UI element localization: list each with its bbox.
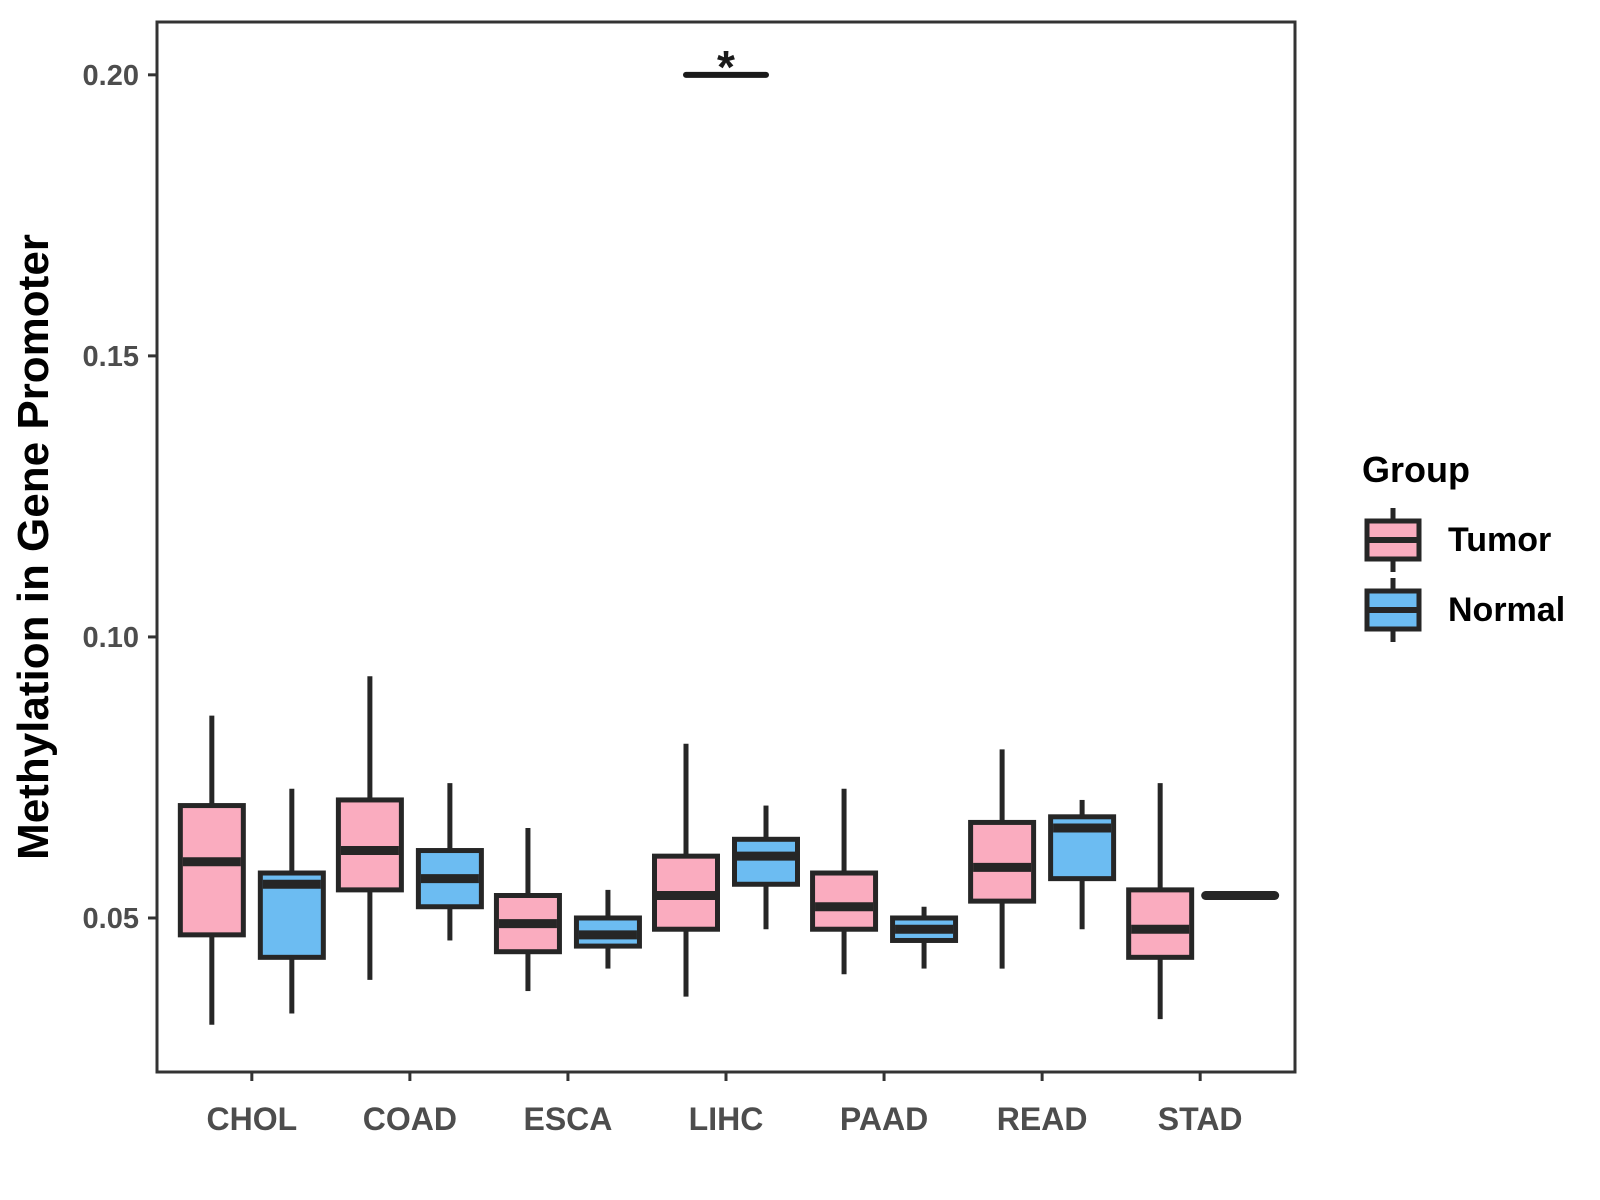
legend-key-tumor-boxplot-icon xyxy=(1364,508,1422,572)
x-tick-label-chol: CHOL xyxy=(207,1101,298,1137)
panel-border xyxy=(155,20,1297,1074)
x-tick-label-read: READ xyxy=(997,1101,1088,1137)
x-tick-label-esca: ESCA xyxy=(523,1101,612,1137)
box-paad-tumor xyxy=(810,870,879,932)
x-tick-label-paad: PAAD xyxy=(840,1101,928,1137)
legend-key-normal-boxplot-icon xyxy=(1364,578,1422,642)
x-tick-label-lihc: LIHC xyxy=(689,1101,764,1137)
box-chol-tumor xyxy=(177,803,246,938)
x-tick-label-stad: STAD xyxy=(1158,1101,1243,1137)
significance-label: * xyxy=(717,41,735,93)
y-tick-label: 0.05 xyxy=(83,903,139,935)
y-tick-label: 0.15 xyxy=(83,341,139,373)
box-lihc-normal xyxy=(732,836,800,887)
x-tick-label-coad: COAD xyxy=(363,1101,457,1137)
legend-entry-label: Tumor xyxy=(1448,520,1552,559)
legend-entry-tumor: Tumor xyxy=(1364,508,1588,572)
legend-entry-normal: Normal xyxy=(1364,578,1588,642)
y-tick-label: 0.10 xyxy=(83,622,139,654)
y-axis-title: Methylation in Gene Promoter xyxy=(9,234,58,860)
box-read-tumor xyxy=(968,819,1037,904)
legend-entry-label: Normal xyxy=(1448,590,1566,629)
legend: Group Tumor Normal xyxy=(1358,448,1588,648)
box-coad-tumor xyxy=(335,797,404,893)
legend-entries: Tumor Normal xyxy=(1358,508,1588,642)
legend-title: Group xyxy=(1362,449,1470,490)
y-tick-label: 0.20 xyxy=(83,60,139,92)
box-stad-tumor xyxy=(1126,887,1195,960)
